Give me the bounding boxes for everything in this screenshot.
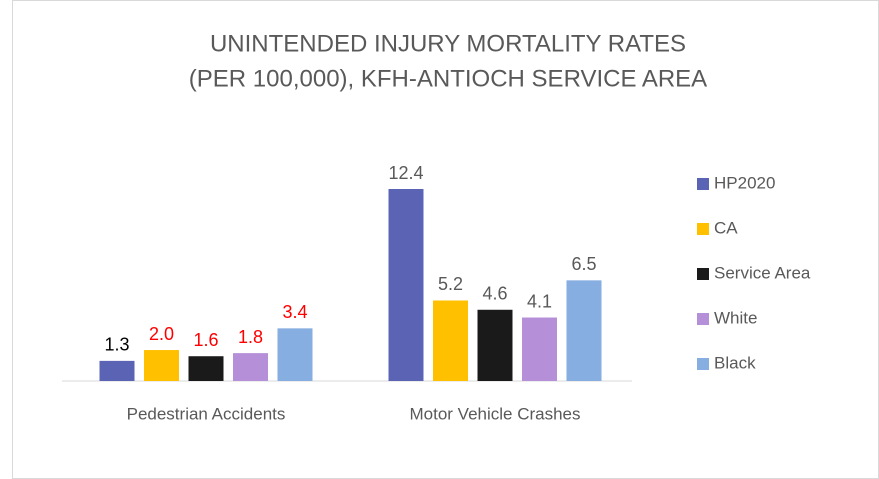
data-label: 12.4: [388, 163, 423, 183]
legend-swatch: [697, 178, 709, 190]
chart-border: [12, 0, 879, 479]
bar: [388, 189, 424, 381]
legend-swatch: [697, 268, 709, 280]
legend-label: Black: [714, 353, 756, 372]
data-label: 4.6: [482, 284, 507, 304]
bar: [188, 356, 224, 381]
legend-swatch: [697, 223, 709, 235]
data-label: 5.2: [438, 274, 463, 294]
bar: [277, 328, 313, 381]
x-tick-label: Motor Vehicle Crashes: [409, 404, 580, 423]
x-tick-label: Pedestrian Accidents: [127, 404, 286, 423]
legend-label: Service Area: [714, 263, 811, 282]
legend-label: HP2020: [714, 173, 775, 192]
legend-swatch: [697, 313, 709, 325]
bar: [233, 353, 268, 381]
chart-title: (PER 100,000), KFH-ANTIOCH SERVICE AREA: [189, 65, 707, 92]
data-label: 1.8: [238, 327, 263, 347]
bar: [433, 300, 468, 381]
data-label: 6.5: [571, 254, 596, 274]
data-label: 3.4: [282, 302, 307, 322]
data-label: 1.6: [193, 330, 218, 350]
data-label: 1.3: [104, 335, 129, 355]
bar: [99, 360, 135, 381]
bar: [144, 350, 179, 381]
legend-label: White: [714, 308, 757, 327]
legend-label: CA: [714, 218, 738, 237]
bar: [566, 280, 602, 381]
data-label: 2.0: [149, 324, 174, 344]
legend-swatch: [697, 358, 709, 370]
chart-title: UNINTENDED INJURY MORTALITY RATES: [210, 30, 686, 57]
bar: [477, 309, 513, 381]
data-label: 4.1: [527, 291, 552, 311]
bar: [522, 317, 557, 381]
